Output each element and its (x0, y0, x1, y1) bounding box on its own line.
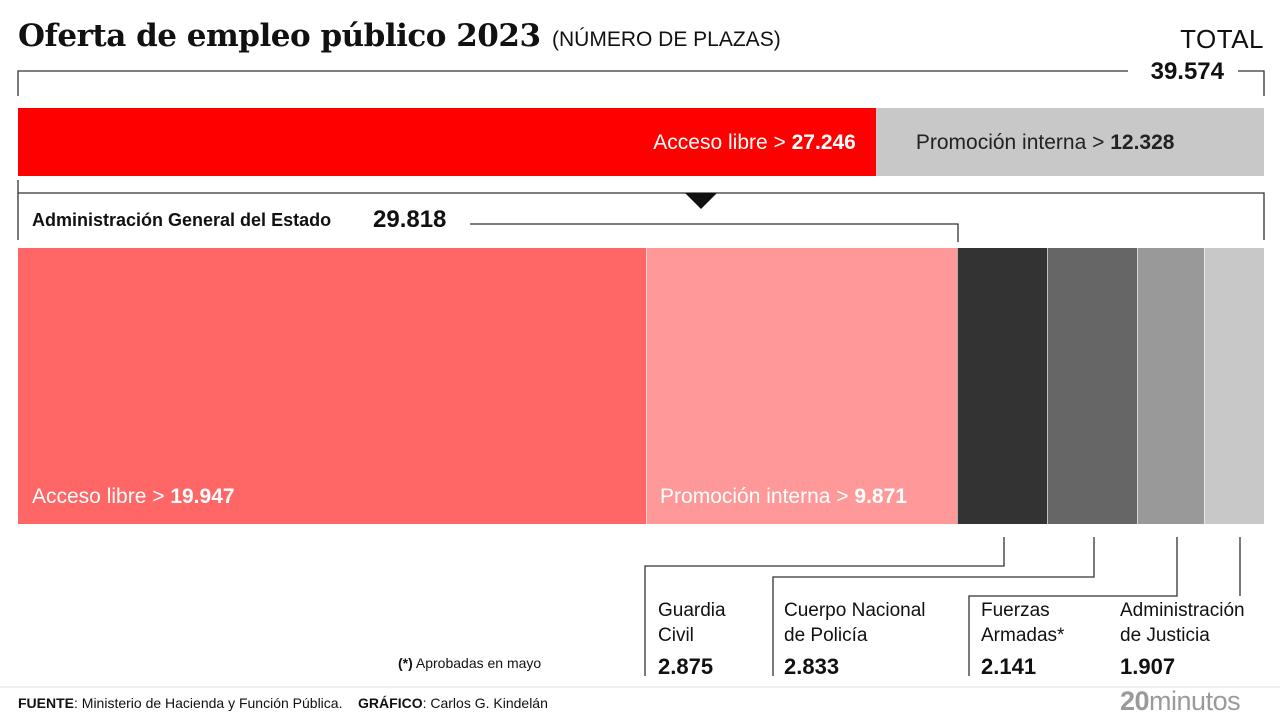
bar-bottom-segment-3 (1047, 248, 1137, 524)
category-policia-name: Cuerpo Nacional de Policía (784, 600, 926, 646)
bar-top-promocion-interna (875, 108, 1264, 176)
category-fuerzas-value: 2.141 (981, 654, 1037, 679)
category-guardia-name: Guardia Civil (658, 600, 726, 646)
bar-bottom-segment-1 (646, 248, 957, 524)
total-label: TOTAL (1180, 24, 1264, 54)
label-bottom-promocion-interna: Promoción interna > 9.871 (660, 485, 907, 508)
chart-title: Oferta de empleo público 2023 (18, 18, 541, 54)
category-justicia-value: 1.907 (1120, 654, 1176, 679)
category-justicia-name: Administración de Justicia (1120, 600, 1245, 646)
bar-bottom-segment-2 (956, 248, 1048, 524)
total-value: 39.574 (1150, 58, 1224, 85)
leader-fuerzas (968, 537, 1178, 676)
footer-credits: FUENTE: Ministerio de Hacienda y Función… (18, 695, 548, 711)
logo-20minutos: 20minutos (1120, 686, 1241, 716)
total-bracket (17, 70, 1128, 96)
age-label: Administración General del Estado (32, 210, 332, 230)
label-bottom-acceso-libre: Acceso libre > 19.947 (32, 485, 235, 508)
bar-bottom-segment-0 (18, 248, 647, 524)
label-top-acceso-libre: Acceso libre > 27.246 (653, 131, 856, 154)
category-fuerzas-name: Fuerzas Armadas* (981, 600, 1065, 646)
label-top-promocion-interna: Promoción interna > 12.328 (915, 131, 1175, 154)
age-bracket-line (470, 223, 959, 242)
bar-bottom-segment-5 (1203, 248, 1264, 524)
pointer-triangle (685, 193, 717, 209)
total-bracket-right (1238, 70, 1265, 96)
chart-subtitle: (NÚMERO DE PLAZAS) (552, 28, 781, 51)
age-value: 29.818 (373, 206, 447, 233)
lower-bracket (17, 180, 1265, 240)
category-guardia-value: 2.875 (658, 654, 714, 679)
leader-guardia (644, 537, 1005, 676)
category-policia-value: 2.833 (784, 654, 840, 679)
bar-bottom-segment-4 (1136, 248, 1204, 524)
bar-top-acceso-libre (18, 108, 876, 176)
leader-policia (772, 537, 1095, 676)
footnote: (*) Aprobadas en mayo (398, 655, 542, 671)
